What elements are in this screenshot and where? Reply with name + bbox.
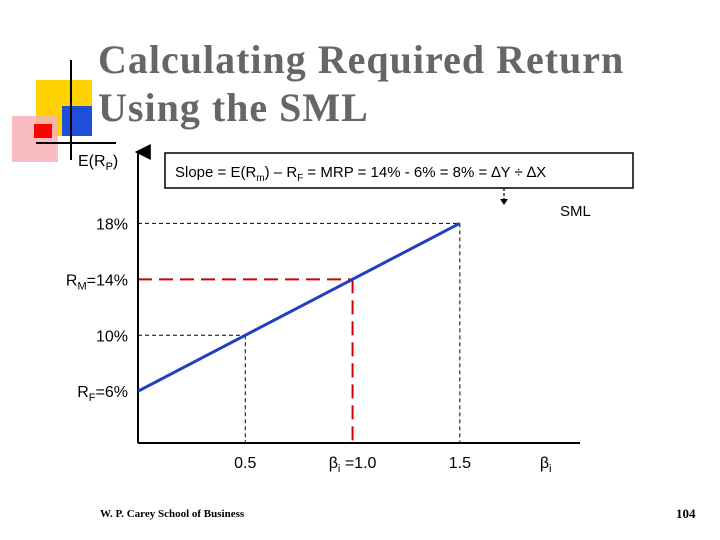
slope-annotation-box bbox=[164, 152, 634, 189]
sml-line bbox=[137, 222, 461, 393]
page-number: 104 bbox=[676, 506, 696, 521]
y-tick-labels: 18% RM=14% 10% RF=6% bbox=[66, 216, 128, 404]
deco-red-bar bbox=[34, 124, 52, 138]
deco-blue-square bbox=[62, 106, 92, 136]
slide-title-line1: Calculating Required Return bbox=[98, 37, 625, 82]
sml-series bbox=[137, 222, 461, 393]
x-tick-label: βi bbox=[540, 455, 552, 475]
footer-text: W. P. Carey School of Business bbox=[100, 508, 245, 520]
slope-annotation: Slope = E(Rm) – RF = MRP = 14% - 6% = 8%… bbox=[164, 152, 634, 205]
slide-title: Calculating Required Return Using the SM… bbox=[98, 36, 708, 132]
y-tick-label: 18% bbox=[96, 216, 128, 233]
deco-vertical-rule bbox=[70, 60, 72, 160]
x-tick-label: 0.5 bbox=[234, 455, 256, 472]
y-tick-label: 10% bbox=[96, 328, 128, 345]
guide-lines bbox=[138, 222, 461, 443]
x-tick-labels: 0.5 βi =1.0 1.5 βi bbox=[234, 455, 551, 475]
sml-label: SML bbox=[560, 203, 591, 220]
slope-pointer-arrowhead bbox=[500, 199, 508, 205]
y-tick-label: RM=14% bbox=[66, 272, 128, 292]
y-tick-label: RF=6% bbox=[77, 384, 128, 404]
x-tick-label: βi =1.0 bbox=[329, 455, 377, 475]
deco-horizontal-rule bbox=[36, 142, 116, 144]
slope-annotation-text: Slope = E(Rm) – RF = MRP = 14% - 6% = 8%… bbox=[175, 164, 546, 184]
deco-pink-square bbox=[12, 116, 58, 162]
slide-title-line2: Using the SML bbox=[98, 85, 369, 130]
x-tick-label: 1.5 bbox=[449, 455, 471, 472]
y-axis-title: E(RP) bbox=[78, 153, 118, 173]
